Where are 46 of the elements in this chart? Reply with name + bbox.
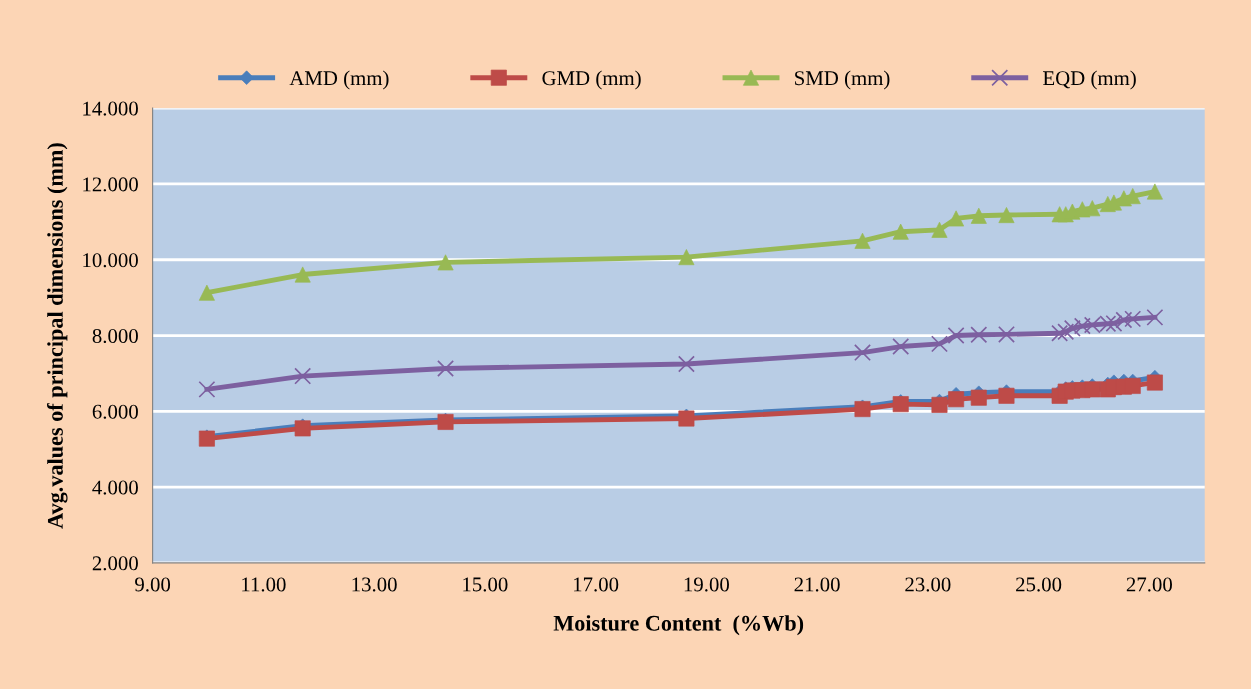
y-axis-title: Avg.values of principal dimensions (mm) [47,143,68,529]
point [437,360,455,377]
point [1063,319,1081,337]
point [998,325,1015,343]
x-tick-label: 21.00 [794,577,840,592]
x-tick-label: 23.00 [905,577,951,592]
y-tick-label: 12.000 [83,177,138,192]
legend-label: GMD (mm) [542,70,641,90]
y-tick-label: 6.000 [92,404,138,419]
point [198,380,216,398]
point [1146,374,1163,391]
x-tick-label: 9.00 [135,577,171,592]
point [1073,317,1091,335]
x-tick-label: 17.00 [574,577,619,592]
x-tick-label: 27.00 [1126,577,1172,592]
point [931,335,948,353]
y-tick-label: 4.000 [92,480,138,495]
point [1051,324,1069,342]
x-tick-label: 11.00 [242,577,286,592]
x-tick-label: 25.00 [1016,577,1062,592]
point [678,249,695,266]
legend-label: EQD (mm) [1043,70,1136,90]
x-axis-title: Moisture Content (%Wb) [553,615,804,636]
legend-label: AMD (mm) [289,70,389,90]
legend-label: SMD (mm) [795,70,890,90]
point [947,327,965,345]
x-tick-label: 13.00 [352,577,397,592]
point [294,367,312,385]
point [892,396,909,413]
x-tick-label: 15.00 [463,577,508,592]
point [854,344,871,362]
point [1146,308,1164,326]
y-tick-label: 14.000 [83,101,138,116]
point [854,401,871,418]
point [892,338,910,356]
point [677,355,695,373]
y-tick-label: 10.000 [83,253,138,268]
y-tick-label: 2.000 [92,556,138,571]
point [970,326,988,344]
point [1057,323,1075,341]
point [1124,310,1142,328]
x-tick-label: 19.00 [684,577,729,592]
point [1105,314,1123,332]
point [931,396,948,413]
y-tick-label: 8.000 [92,328,138,344]
point [1115,311,1133,329]
